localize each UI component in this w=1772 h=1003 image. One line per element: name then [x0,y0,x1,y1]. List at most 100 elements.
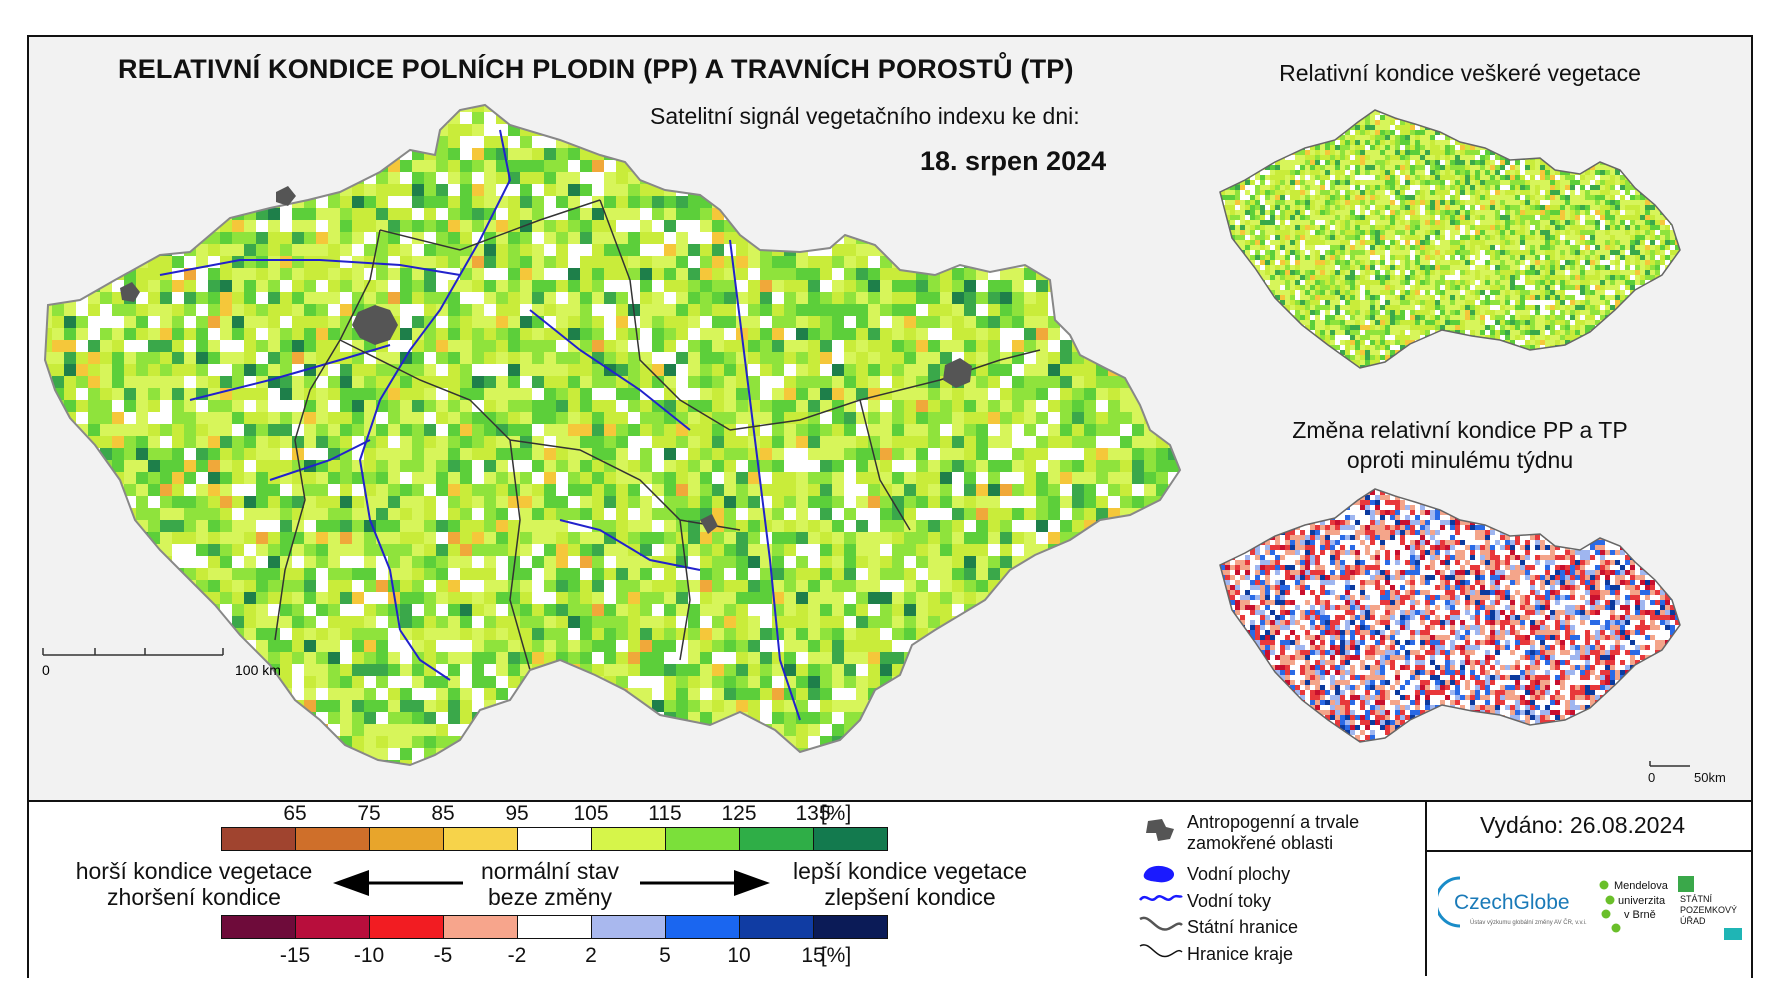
map-cell [364,652,377,665]
map-cell [196,448,209,461]
map-cell [784,520,797,533]
map-cell [52,592,65,605]
map-cell [988,148,1001,161]
map-cell [868,508,881,521]
map-cell [556,160,569,173]
map-cell [640,532,653,545]
map-cell [988,136,1001,149]
map-cell [304,688,317,701]
map-cell [484,568,497,581]
map-cell [124,232,137,245]
map-cell [784,364,797,377]
map-cell [664,652,677,665]
map-cell [1036,484,1049,497]
map-cell [112,412,125,425]
map-cell [640,580,653,593]
map-cell [544,292,557,305]
map-cell [64,580,77,593]
map-cell [100,640,113,653]
map-cell [556,292,569,305]
map-cell [460,232,473,245]
map-cell [136,105,149,113]
map-cell [64,124,77,137]
map-cell [976,184,989,197]
map-cell [472,448,485,461]
map-cell [484,256,497,269]
map-cell [940,352,953,365]
map-cell [604,376,617,389]
map-cell [64,640,77,653]
map-cell [1156,400,1169,413]
map-cell [100,268,113,281]
map-cell [208,460,221,473]
map-cell [1168,556,1180,569]
map-cell [472,520,485,533]
map-cell [1120,136,1133,149]
map-cell [700,256,713,269]
map-cell [844,112,857,125]
map-cell [820,256,833,269]
map-cell [844,136,857,149]
map-cell [712,580,725,593]
map-cell [1036,148,1049,161]
map-cell [112,508,125,521]
map-cell [808,268,821,281]
map-cell [88,208,101,221]
map-cell [1084,676,1097,689]
map-cell [964,592,977,605]
map-cell [508,196,521,209]
map-cell [856,352,869,365]
map-cell [316,352,329,365]
map-cell [796,652,809,665]
map-cell [880,184,893,197]
map-cell [916,592,929,605]
map-cell [160,436,173,449]
map-cell [136,592,149,605]
map-cell [988,105,1001,113]
map-cell [820,412,833,425]
map-cell [52,184,65,197]
map-cell [1180,232,1190,245]
map-cell [796,388,809,401]
map-cell [964,616,977,629]
map-cell [556,460,569,473]
map-cell [784,568,797,581]
map-cell [952,568,965,581]
map-cell [1144,628,1157,641]
map-cell [1072,700,1085,713]
map-cell [988,280,1001,293]
map-cell [688,208,701,221]
map-cell [940,700,953,713]
map-cell [652,364,665,377]
map-cell [148,448,161,461]
map-cell [208,640,221,653]
map-cell [328,496,341,509]
map-cell [196,292,209,305]
map-cell [45,316,53,329]
map-cell [760,172,773,185]
map-cell [580,700,593,713]
map-cell [856,544,869,557]
map-cell [64,148,77,161]
map-cell [556,340,569,353]
map-cell [640,280,653,293]
map-cell [1012,688,1025,701]
map-cell [148,208,161,221]
map-cell [544,112,557,125]
map-cell [856,568,869,581]
map-cell [952,448,965,461]
map-cell [208,124,221,137]
map-cell [760,220,773,233]
map-cell [484,604,497,617]
map-cell [580,256,593,269]
map-cell [328,304,341,317]
map-cell [148,592,161,605]
map-cell [1072,364,1085,377]
map-cell [820,616,833,629]
map-cell [1012,268,1025,281]
map-cell [532,352,545,365]
map-cell [616,712,629,725]
map-cell [400,496,413,509]
map-cell [1096,664,1109,677]
map-cell [760,544,773,557]
